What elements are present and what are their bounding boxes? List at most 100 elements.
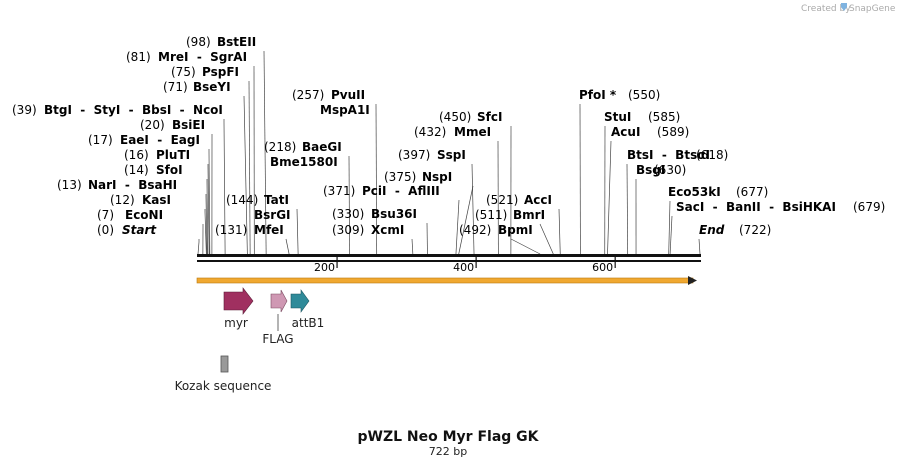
site-name: NarI - BsaHI [88,178,177,192]
map-title: pWZL Neo Myr Flag GK [358,429,540,445]
site-position: (722) [739,223,771,237]
site-position: (585) [648,110,680,124]
site-name: PluTI [156,148,190,162]
site-name: Bsu36I [371,207,417,221]
site-name: SfcI [477,110,502,124]
site-line [248,80,251,255]
site-position: (12) [110,193,135,207]
site-position: (371) [323,184,355,198]
site-position: (0) [97,223,114,237]
backbone-line [197,254,701,257]
site-name: BseYI [193,80,231,94]
site-position: (39) [12,103,37,117]
site-name: Start [122,223,157,237]
credit-prefix: Created by [801,4,851,14]
orf-arrow [196,276,697,285]
site-line [455,199,460,255]
site-name: PvuII [331,88,365,102]
feature-label-myr: myr [224,316,248,330]
site-position: (589) [657,125,689,139]
site-position: (14) [124,163,149,177]
site-position: (257) [292,88,324,102]
ruler-tick-label: 200 [314,261,335,274]
site-name: MmeI [454,125,491,139]
site-name: AcuI [611,125,640,139]
backbone-line-lower [197,260,701,262]
site-line [207,164,210,255]
feature-kozak: Kozak sequence [175,355,272,393]
feature-label-kozak: Kozak sequence [175,379,272,393]
ruler: 200 400 600 [314,257,616,274]
site-name: End [699,223,725,237]
site-name: MfeI [254,223,284,237]
site-line [510,238,541,255]
orf-bar [196,277,694,284]
site-line [626,163,629,255]
site-position: (71) [163,80,188,94]
site-name: BaeGI [302,140,342,154]
site-position: (397) [398,148,430,162]
site-position: (131) [215,223,247,237]
site-name: BtgI - StyI - BbsI - NcoI [44,103,223,117]
site-name: PfoI * [579,88,617,102]
site-name: BsiEI [172,118,205,132]
site-line [411,238,414,255]
site-line [263,50,267,255]
feature-myr: myr [223,287,254,330]
site-name: BpmI [498,223,533,237]
site-position: (630) [654,163,686,177]
site-line [539,223,554,255]
site-line [205,194,208,255]
myr-arrow-icon [223,287,254,315]
flag-arrow-icon [270,289,288,313]
site-position: (13) [57,178,82,192]
site-line [471,163,475,255]
site-line [296,208,299,255]
site-name: PspFI [202,65,239,79]
ruler-tick-label: 600 [592,261,613,274]
site-line [558,208,561,255]
site-line [348,155,350,255]
site-line [204,209,207,255]
map-length: 722 bp [429,445,467,458]
site-name: NspI [422,170,452,184]
site-name: EcoNI [125,208,163,222]
site-position: (75) [171,65,196,79]
site-position: (432) [414,125,446,139]
site-line [668,200,671,255]
ruler-tick-label: 400 [453,261,474,274]
site-line [208,149,211,255]
site-name: SfoI [156,163,183,177]
site-position: (550) [628,88,660,102]
site-position: (16) [124,148,149,162]
site-position: (81) [126,50,151,64]
site-position: (98) [186,35,211,49]
restriction-sites: (98) BstEII (81) MreI - SgrAI(75) PspFI (71) B… [12,35,885,255]
site-position: (618) [696,148,728,162]
site-position: (511) [475,208,507,222]
site-line [206,179,209,255]
site-name: EaeI - EagI [120,133,200,147]
site-position: (677) [736,185,768,199]
site-line [243,95,248,255]
feature-label-attb1: attB1 [292,316,325,330]
feature-attb1: attB1 [290,289,325,330]
site-position: (309) [332,223,364,237]
site-name: MspA1I [320,103,370,117]
site-position: (450) [439,110,471,124]
site-position: (492) [459,223,491,237]
site-name: BsgI [636,163,665,177]
site-name: SspI [437,148,466,162]
attb1-arrow-icon [290,289,310,313]
site-line [698,238,701,255]
site-position: (144) [226,193,258,207]
credit-brand: SnapGene [849,4,896,14]
orf-arrowhead-icon [688,276,697,285]
site-name: BmrI [513,208,545,222]
site-line [375,103,378,255]
site-position: (330) [332,207,364,221]
site-line [197,239,200,255]
site-position: (20) [140,118,165,132]
site-position: (679) [853,200,885,214]
